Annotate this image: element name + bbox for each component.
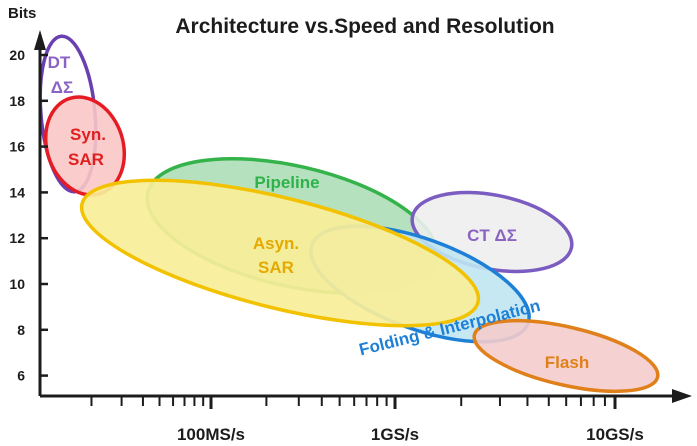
region-layer [38,34,660,394]
chart-title: Architecture vs.Speed and Resolution [175,15,554,38]
x-tick-label: 1GS/s [371,425,419,444]
region-dt-label: DT [48,53,71,72]
x-tick-label: 10GS/s [586,425,644,444]
y-tick-group: 20 18 16 14 12 10 8 6 [9,47,48,384]
region-flash-label: Flash [545,353,589,372]
region-asyn-sar-ellipse [79,178,481,328]
y-tick-label: 6 [17,368,25,384]
y-axis-label: Bits [8,5,36,22]
x-tick-label: 100MS/s [177,425,245,444]
region-syn-sar-label: SAR [68,150,104,169]
y-axis-arrowhead-icon [34,30,46,50]
region-ct-label: CT ΔΣ [467,226,517,245]
y-tick-label: 12 [9,230,25,246]
region-dt-label: ΔΣ [51,78,73,97]
axes [34,30,692,403]
region-syn-sar-label: Syn. [70,125,106,144]
y-tick-label: 16 [9,139,25,155]
region-asyn-sar-label: Asyn. [253,234,299,253]
y-tick-label: 8 [17,322,25,338]
x-minor-ticks [90,396,606,406]
region-asyn-sar-label: SAR [258,258,294,277]
y-tick-label: 20 [9,47,25,63]
region-flash-ellipse [472,318,660,394]
region-pipeline-label: Pipeline [254,173,319,192]
y-tick-label: 18 [9,93,25,109]
x-tick-group: 100MS/s 1GS/s 10GS/s [177,396,644,444]
y-tick-label: 10 [9,276,25,292]
x-axis-arrowhead-icon [672,389,692,403]
y-tick-label: 14 [9,184,25,200]
